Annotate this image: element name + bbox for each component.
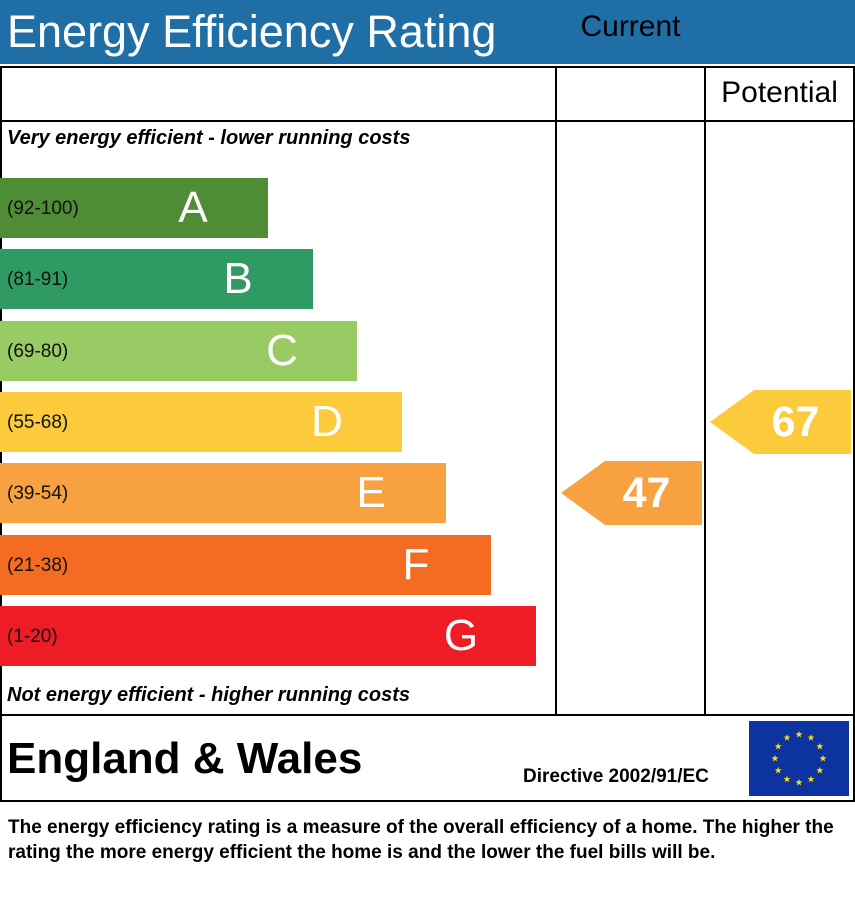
band-a: (92-100) A [0,178,268,238]
eu-star-icon [807,734,815,741]
eu-star-icon [807,775,815,783]
header-bar: Energy Efficiency Rating [0,0,855,64]
current-rating-marker: 47 [561,461,702,525]
eu-star-icon [783,775,791,783]
band-range-label: (55-68) [7,412,69,433]
eu-star-icon [816,742,824,750]
footer-divider [0,714,855,716]
band-range-label: (1-20) [7,626,58,647]
band-letter-label: F [402,540,430,589]
top-note: Very energy efficient - lower running co… [7,127,411,149]
eu-star-icon [795,778,803,786]
directive-label: Directive 2002/91/EC [523,766,709,787]
band-letter-label: E [356,468,386,517]
band-g: (1-20) G [0,606,536,666]
eu-star-icon [819,754,827,762]
potential-rating-marker: 67 [710,390,851,454]
current-rating-value: 47 [622,469,671,517]
column-current-header: Current [580,10,681,43]
region-label: England & Wales [7,734,363,783]
eu-star-icon [774,766,782,774]
description-text: The energy efficiency rating is a measur… [8,817,834,863]
eu-star-icon [816,766,824,774]
divider-current [555,66,557,716]
band-letter-label: D [311,397,343,446]
band-range-label: (21-38) [7,555,69,576]
potential-rating-value: 67 [771,398,820,446]
eu-star-icon [771,754,779,762]
band-d: (55-68) D [0,392,402,452]
band-letter-label: C [266,326,298,375]
band-letter-label: B [223,254,253,303]
current-arrow-shape [561,461,702,525]
eu-star-icon [783,734,791,741]
band-b: (81-91) B [0,249,313,309]
band-range-label: (92-100) [7,198,79,219]
band-range-label: (39-54) [7,483,69,504]
eu-star-icon [795,730,803,738]
bottom-note: Not energy efficient - higher running co… [7,684,411,706]
potential-arrow-shape [710,390,851,454]
band-c: (69-80) C [0,321,357,381]
chart-title: Energy Efficiency Rating [7,6,497,57]
band-f: (21-38) F [0,535,491,595]
eu-star-icon [774,742,782,750]
band-letter-label: A [178,183,208,232]
band-range-label: (81-91) [7,269,69,290]
band-e: (39-54) E [0,463,446,523]
eu-flag-icon [749,721,849,796]
band-range-label: (69-80) [7,341,69,362]
column-potential-header: Potential [721,76,838,109]
header-divider [0,120,855,122]
band-letter-label: G [443,611,479,660]
divider-potential [704,66,706,716]
